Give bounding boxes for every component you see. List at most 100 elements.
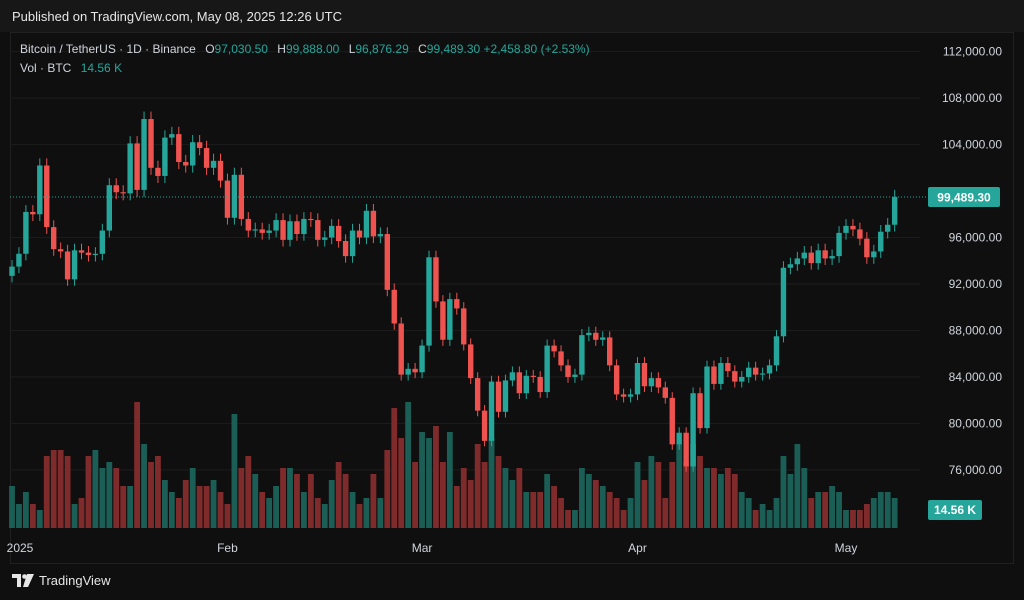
volume-badge [928, 500, 982, 520]
volume-bar [843, 510, 849, 528]
candle-body [537, 376, 543, 393]
volume-bar [238, 468, 245, 528]
volume-bar [280, 468, 286, 528]
candle-body [203, 148, 210, 168]
candle-body [23, 211, 29, 254]
candle-body [9, 266, 15, 276]
y-tick-label: 80,000.00 [949, 416, 1003, 430]
volume-bar [460, 468, 467, 528]
candle-body [266, 230, 272, 233]
candle-body [766, 365, 773, 374]
volume-bar [787, 474, 794, 528]
volume-bar [474, 444, 481, 528]
volume-bar [585, 474, 592, 528]
volume-bar [634, 462, 641, 528]
volume-label: Vol · BTC [20, 61, 72, 75]
x-tick-label: Feb [217, 541, 238, 555]
volume-bar [85, 456, 92, 528]
candle-body [342, 241, 349, 257]
volume-bar [78, 498, 85, 528]
volume-bar [836, 492, 842, 528]
volume-bar [203, 486, 210, 528]
volume-bar [669, 462, 676, 528]
candle-body [732, 371, 738, 382]
volume-bar [349, 492, 356, 528]
candle-body [488, 381, 495, 441]
candle-body [634, 363, 641, 395]
candle-body [349, 230, 356, 257]
candle-body [155, 167, 161, 176]
volume-bar [829, 486, 835, 528]
tradingview-logo[interactable]: TradingView [12, 573, 111, 588]
candle-body [509, 372, 516, 381]
volume-bar [446, 432, 453, 528]
candle-body [120, 192, 126, 194]
volume-bar [509, 480, 516, 528]
y-tick-label: 112,000.00 [943, 45, 1002, 59]
candle-body [190, 142, 196, 166]
candle-body [572, 374, 578, 377]
candle-body [871, 251, 877, 258]
chart-panel[interactable] [10, 32, 1014, 564]
candle-body [697, 393, 703, 429]
volume-bar [224, 504, 231, 528]
volume-bar [50, 450, 57, 528]
candle-body [217, 160, 224, 181]
volume-bar [606, 492, 613, 528]
volume-bar [467, 480, 474, 528]
volume-bar [314, 498, 321, 528]
volume-bar [370, 474, 377, 528]
low-key: L [348, 42, 356, 56]
candle-body [551, 345, 557, 352]
volume-bar [398, 438, 405, 528]
candle-body [16, 253, 22, 267]
candle-body [329, 225, 335, 238]
volume-bar [113, 468, 120, 528]
candle-body [141, 119, 147, 190]
volume-bar [210, 480, 217, 528]
candle-body [662, 387, 668, 398]
x-tick-label: 2025 [7, 541, 34, 555]
volume-bar [801, 468, 808, 528]
candle-body [224, 180, 231, 218]
candle-body [468, 344, 474, 379]
candle-body [725, 363, 731, 372]
volume-bar [551, 486, 557, 528]
candle-body [64, 251, 71, 280]
volume-bar [481, 462, 488, 528]
volume-bar [273, 486, 279, 528]
candle-body [669, 397, 675, 445]
volume-bar [16, 504, 22, 528]
open-key: O [205, 42, 215, 56]
candle-body [586, 332, 592, 336]
volume-bar [384, 450, 391, 528]
candle-body [565, 365, 571, 377]
volume-bar [162, 480, 168, 528]
volume-bar [738, 492, 745, 528]
volume-bar [620, 510, 627, 528]
close-key: C [418, 42, 427, 56]
volume-bar [697, 456, 703, 528]
low-value: 96,876.29 [355, 42, 409, 56]
volume-bar [294, 474, 300, 528]
candle-body [627, 394, 634, 397]
candle-body [891, 196, 898, 225]
volume-bar [453, 486, 460, 528]
candle-body [739, 376, 745, 382]
candle-body [51, 227, 57, 250]
candle-body [113, 185, 119, 193]
candle-body [370, 210, 377, 237]
candle-body [148, 119, 154, 168]
volume-bar [92, 450, 99, 528]
volume-bar [752, 510, 759, 528]
open-value: 97,030.50 [214, 42, 268, 56]
volume-bar [495, 456, 502, 528]
candle-body [780, 267, 787, 337]
candle-body [885, 224, 891, 232]
candle-body [294, 221, 300, 235]
volume-bar [391, 408, 398, 528]
published-header: Published on TradingView.com, May 08, 20… [0, 0, 1024, 32]
candle-body [558, 351, 564, 366]
volume-bar [648, 456, 655, 528]
